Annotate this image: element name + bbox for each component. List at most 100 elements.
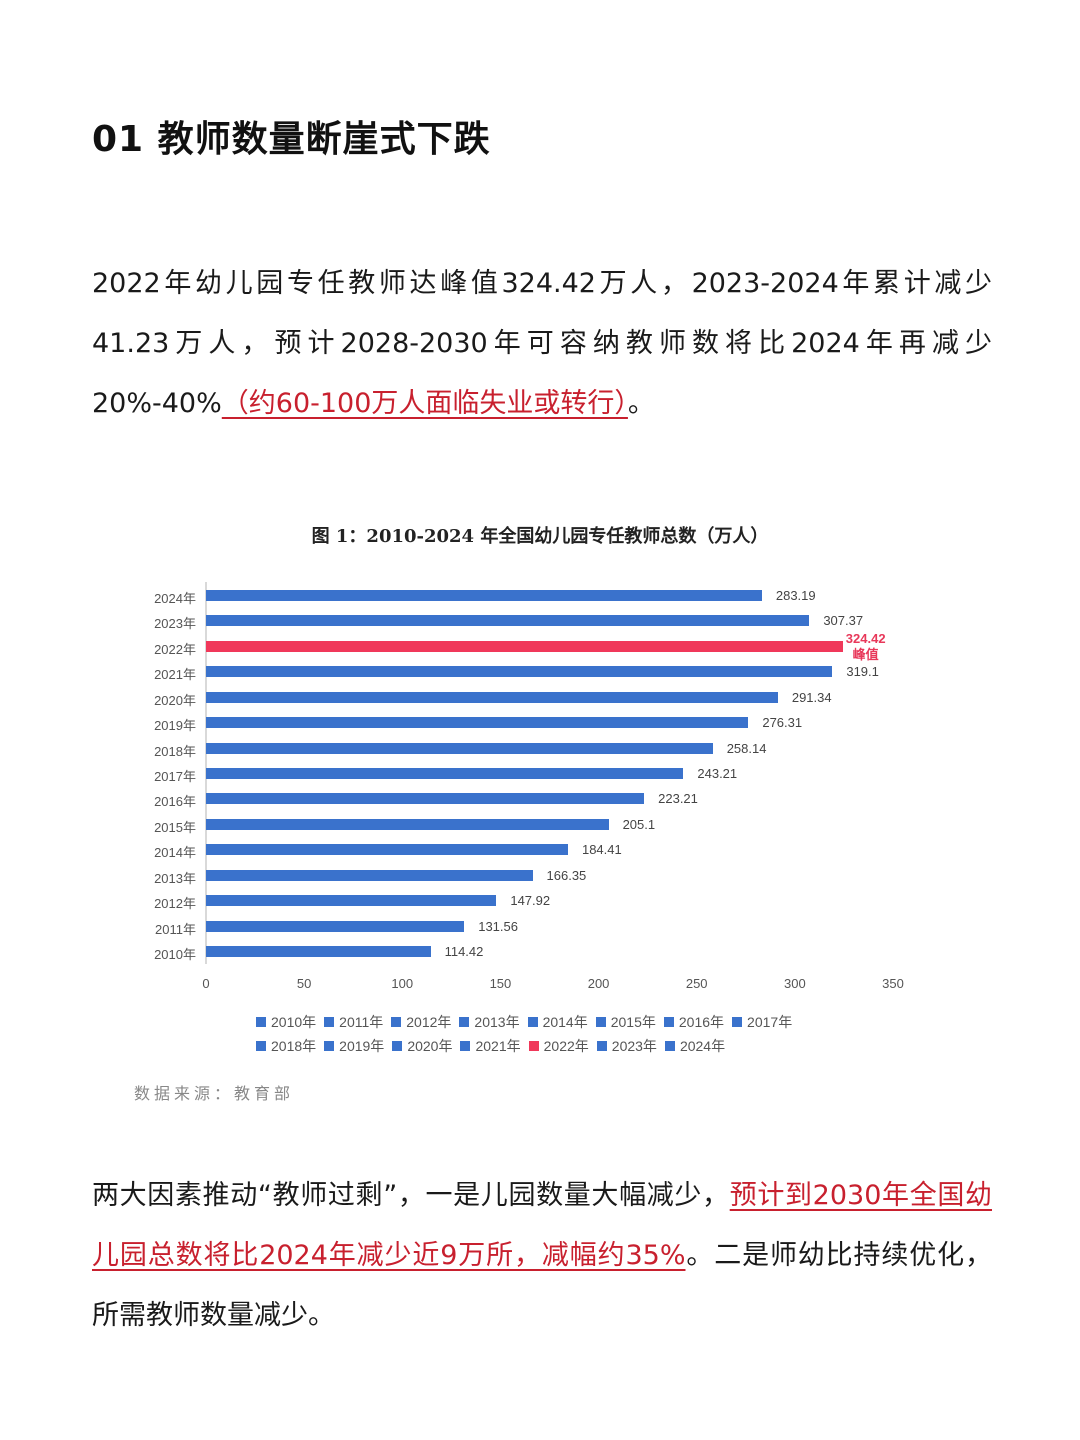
- legend-item: 2017年: [732, 1012, 792, 1032]
- legend-swatch: [256, 1017, 266, 1027]
- legend-swatch: [324, 1017, 335, 1027]
- legend-label: 2021年: [475, 1038, 521, 1054]
- bar: [206, 920, 465, 932]
- bar: [206, 793, 645, 805]
- y-axis-line: [205, 582, 207, 964]
- y-tick-label: 2016年: [154, 794, 196, 810]
- legend-item: 2014年: [527, 1012, 588, 1032]
- bar-value-label: 166.35: [546, 867, 587, 883]
- legend-item: 2012年: [391, 1012, 451, 1032]
- bar: [206, 818, 609, 830]
- bar-value-label: 319.1: [846, 664, 879, 680]
- legend-swatch: [324, 1041, 335, 1051]
- legend-label: 2015年: [610, 1014, 656, 1030]
- legend-swatch: [256, 1041, 266, 1051]
- legend-label: 2012年: [406, 1014, 452, 1030]
- legend-label: 2023年: [611, 1038, 657, 1054]
- legend-item: 2023年: [596, 1036, 657, 1056]
- bar: [206, 666, 833, 678]
- highlighted-text: （约60-100万人面临失业或转行）: [221, 388, 628, 419]
- legend-label: 2019年: [339, 1038, 385, 1054]
- legend-label: 2011年: [339, 1014, 384, 1030]
- x-tick-label: 200: [587, 976, 610, 991]
- paragraph-tail: 。: [627, 388, 655, 419]
- bar: [206, 895, 497, 907]
- bar: [206, 590, 762, 601]
- y-tick-label: 2017年: [154, 769, 196, 784]
- legend-swatch: [528, 1041, 539, 1051]
- y-tick-label: 2020年: [154, 692, 196, 708]
- data-source: 数据来源：教育部: [134, 1084, 295, 1103]
- section-heading: 01 教师数量断崖式下跌: [92, 119, 491, 160]
- y-tick-label: 2023年: [154, 616, 196, 632]
- bar: [206, 717, 749, 729]
- x-tick-label: 350: [882, 976, 904, 991]
- legend-item: 2013年: [459, 1012, 520, 1032]
- paragraph-text: 两大因素推动“教师过剩”，一是儿园数量大幅减少，: [92, 1180, 730, 1211]
- x-tick-label: 300: [783, 976, 806, 991]
- legend-label: 2017年: [747, 1014, 793, 1030]
- bar-value-label: 283.19: [775, 588, 816, 603]
- bar: [206, 844, 568, 856]
- paragraph-tail: 。二是师幼比持续优化，所需教师数量减少。: [92, 1240, 993, 1331]
- bar-value-label: 307.37: [823, 613, 864, 629]
- legend-item: 2018年: [256, 1036, 316, 1056]
- bar-value-label: 258.14: [726, 740, 767, 756]
- peak-bar: [206, 640, 843, 652]
- bar-value-label: 223.21: [658, 791, 698, 807]
- legend-row: 2018年 2019年 2020年 2021年 2022年 2023年 2024年: [256, 1034, 826, 1058]
- legend-label: 2016年: [678, 1014, 725, 1030]
- y-tick-label: 2018年: [154, 743, 196, 759]
- chart-legend: 2010年 2011年 2012年 2013年 2014年 2015年 2016年 2017年…: [256, 1010, 826, 1058]
- chart-title: 图 1：2010-2024 年全国幼儿园专任教师总数（万人）: [311, 526, 769, 547]
- bar-chart: 2024年 283.19 2023年 307.37 2022年 324.42 峰值 2021年…: [154, 582, 904, 991]
- y-tick-label: 2019年: [154, 718, 196, 734]
- legend-swatch: [596, 1041, 607, 1051]
- legend-item: 2022年: [528, 1036, 589, 1056]
- bar-value-label: 184.41: [581, 842, 622, 858]
- legend-swatch: [595, 1017, 606, 1027]
- x-tick-label: 150: [489, 976, 512, 991]
- paragraph-factors: 两大因素推动“教师过剩”，一是儿园数量大幅减少，预计到2030年全国幼儿园总数将…: [92, 1166, 992, 1346]
- legend-swatch: [391, 1017, 402, 1027]
- bar: [206, 768, 684, 779]
- x-tick-label: 50: [296, 976, 312, 991]
- y-tick-label: 2021年: [154, 667, 196, 683]
- legend-swatch: [527, 1017, 538, 1027]
- y-tick-label: 2013年: [154, 870, 196, 886]
- bar: [206, 946, 431, 958]
- bar-value-label: 147.92: [510, 893, 551, 909]
- bar: [206, 742, 713, 754]
- paragraph-text: 2022年幼儿园专任教师达峰值324.42万人，2023-2024年累计减少41…: [92, 268, 992, 419]
- bar-value-label: 205.1: [622, 816, 656, 832]
- paragraph-teacher-decline: 2022年幼儿园专任教师达峰值324.42万人，2023-2024年累计减少41…: [92, 254, 992, 434]
- legend-swatch: [664, 1041, 675, 1051]
- legend-swatch: [460, 1041, 471, 1051]
- legend-item: 2019年: [324, 1036, 384, 1056]
- peak-value-label: 324.42 峰值: [845, 630, 886, 662]
- y-tick-label: 2012年: [154, 896, 196, 912]
- legend-label: 2014年: [542, 1014, 588, 1030]
- bar-value-label: 114.42: [444, 944, 484, 960]
- legend-item: 2010年: [256, 1012, 316, 1032]
- bar-value-label: 291.34: [791, 689, 832, 705]
- y-tick-label: 2024年: [154, 591, 196, 606]
- legend-label: 2024年: [679, 1038, 726, 1054]
- legend-label: 2018年: [271, 1038, 317, 1054]
- y-tick-label: 2010年: [154, 947, 196, 963]
- legend-item: 2016年: [663, 1012, 725, 1032]
- legend-swatch: [732, 1017, 743, 1027]
- highlighted-text: 预计到2030年全国幼儿园总数将比2024年减少近9万所，减幅约35%: [92, 1180, 992, 1271]
- legend-swatch: [392, 1041, 403, 1051]
- legend-item: 2011年: [324, 1012, 383, 1032]
- y-tick-label: 2015年: [154, 819, 196, 835]
- x-tick-label: 250: [685, 976, 708, 991]
- bar-value-label: 276.31: [762, 715, 803, 731]
- legend-item: 2015年: [595, 1012, 656, 1032]
- y-tick-label: 2022年: [154, 641, 196, 657]
- legend-item: 2024年: [664, 1036, 726, 1056]
- legend-label: 2022年: [543, 1038, 589, 1054]
- bar-value-label: 243.21: [697, 766, 738, 781]
- bar: [206, 869, 533, 881]
- bar: [206, 615, 810, 627]
